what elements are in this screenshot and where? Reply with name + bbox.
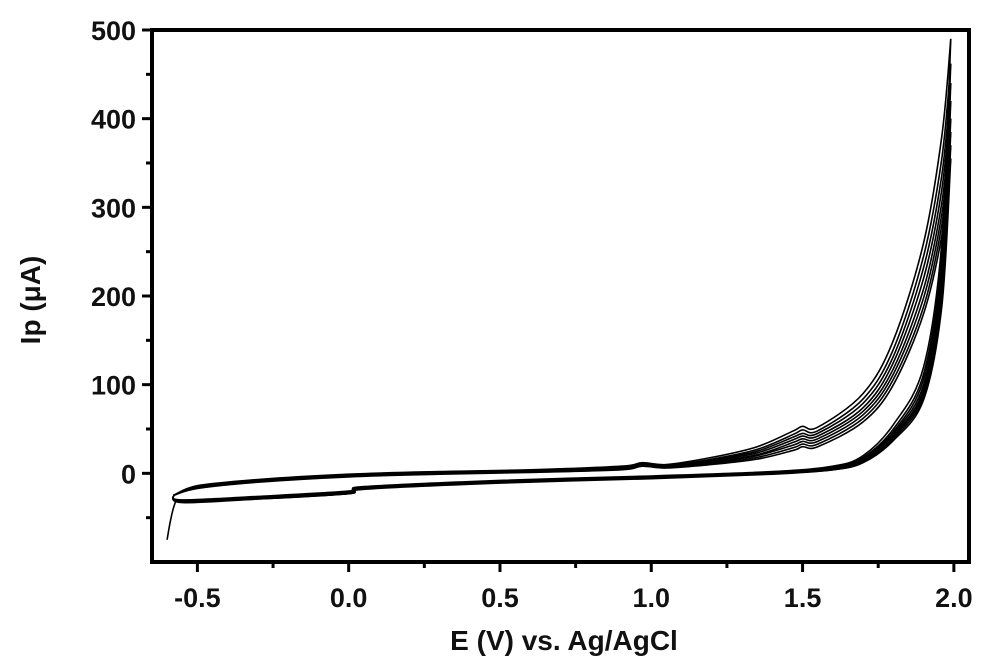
plot-frame <box>150 28 971 564</box>
cv-cycle-6 <box>172 131 952 503</box>
y-tick-label: 200 <box>91 282 136 312</box>
x-axis-ticks: -0.5 0.0 0.5 1.0 1.5 2.0 <box>174 562 973 613</box>
y-tick-label: 300 <box>91 193 136 223</box>
cv-cycle-4 <box>172 100 952 502</box>
cv-cycle-7-anodic-line <box>172 145 952 497</box>
cv-cycle-6-anodic-line <box>172 131 952 497</box>
cv-cycle-3-cathodic-line <box>172 83 952 502</box>
y-tick-label: 100 <box>91 371 136 401</box>
x-tick-label: -0.5 <box>174 583 221 613</box>
y-tick-label: 500 <box>91 16 136 46</box>
cv-cycle-8-anodic-line <box>172 158 952 497</box>
cv-cycle-2 <box>172 63 952 502</box>
x-tick-label: 0.0 <box>330 583 368 613</box>
cv-cycle-7-cathodic-line <box>172 145 952 503</box>
y-tick-label: 400 <box>91 105 136 135</box>
cv-cycle-4-cathodic-line <box>172 100 952 502</box>
y-tick-label: 0 <box>121 459 136 489</box>
x-tick-label: 0.5 <box>481 583 519 613</box>
y-axis-title: Ip (μA) <box>15 256 46 345</box>
cv-cycle-5 <box>172 118 952 503</box>
curves-group <box>166 38 952 540</box>
cv-cycle-5-cathodic-line <box>172 118 952 503</box>
cv-cycle-1-anodic-line <box>172 38 952 497</box>
x-tick-label: 1.0 <box>633 583 671 613</box>
x-tick-label: 1.5 <box>784 583 822 613</box>
cv-cycle-8 <box>172 158 952 504</box>
cv-cycle-6-cathodic-line <box>172 131 952 503</box>
x-axis-title: E (V) vs. Ag/AgCl <box>450 625 678 656</box>
cv-cycle-3 <box>172 83 952 502</box>
cv-initial-tail-line <box>166 499 177 540</box>
cv-cycle-2-cathodic-line <box>172 63 952 502</box>
cv-cycle-8-cathodic-line <box>172 158 952 504</box>
cv-cycle-4-anodic-line <box>172 100 952 497</box>
cv-cycle-7 <box>172 145 952 503</box>
x-tick-label: 2.0 <box>935 583 973 613</box>
y-axis-ticks: 0 100 200 300 400 500 <box>91 16 152 520</box>
